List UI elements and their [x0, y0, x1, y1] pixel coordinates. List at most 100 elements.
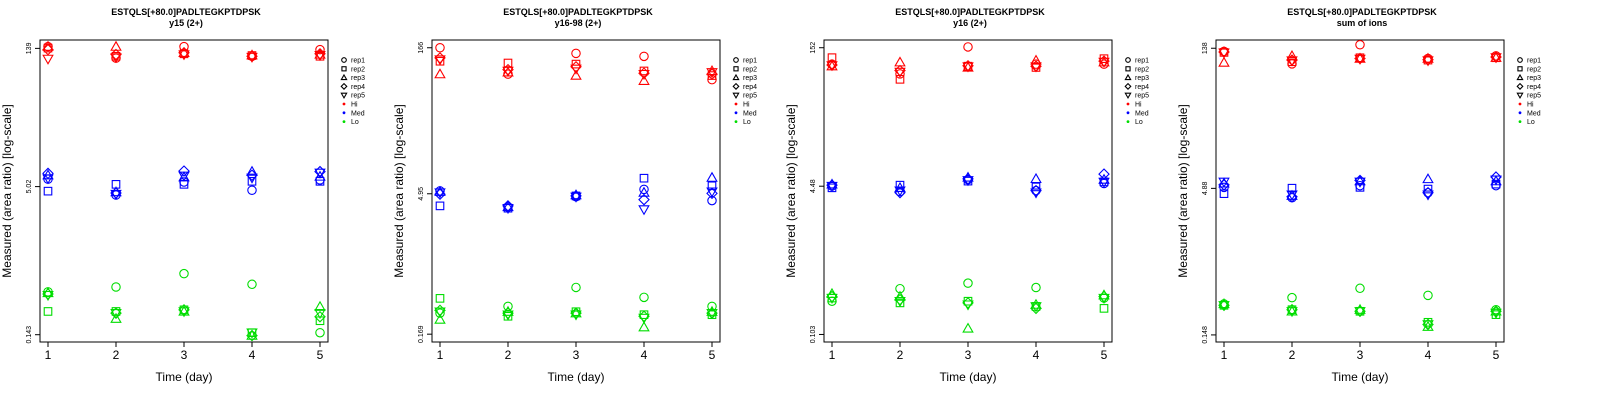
- data-point-lo-rep2: [1099, 304, 1109, 313]
- data-point-hi-rep5: [962, 62, 974, 73]
- data-point-med-rep5: [1030, 188, 1042, 199]
- data-point-lo-rep5: [1098, 293, 1110, 305]
- data-point-med-rep3: [1422, 173, 1434, 184]
- data-point-med-rep5: [314, 168, 326, 179]
- data-point-med-rep4: [894, 186, 906, 199]
- data-point-hi-rep3: [1354, 52, 1366, 63]
- data-point-hi-rep3: [434, 68, 446, 79]
- data-point-lo-rep5: [42, 290, 54, 302]
- legend-label-rep5: rep5: [1135, 93, 1149, 100]
- data-point-hi-rep3: [706, 65, 718, 76]
- data-point-hi-rep3: [1422, 52, 1434, 63]
- legend-marker-rep5: [1516, 92, 1524, 99]
- legend-label-rep3: rep3: [351, 75, 365, 82]
- legend-dot-med: [1518, 111, 1522, 115]
- data-point-lo-rep5: [1286, 307, 1298, 318]
- data-point-lo-rep1: [315, 327, 325, 338]
- legend-dot-hi: [1126, 102, 1130, 106]
- data-point-hi-rep5: [1030, 62, 1042, 73]
- data-point-med-rep5: [110, 189, 122, 200]
- data-point-med-rep2: [1491, 179, 1501, 189]
- legend-label-med: Med: [351, 110, 365, 117]
- data-point-med-rep2: [895, 180, 905, 190]
- legend-label-lo: Lo: [1135, 119, 1143, 126]
- data-point-med-rep5: [570, 192, 582, 203]
- x-tick-label: 5: [1493, 348, 1500, 362]
- legend-label-rep2: rep2: [1527, 66, 1541, 73]
- data-point-lo-rep5: [178, 307, 190, 318]
- data-point-lo-rep4: [1030, 302, 1042, 315]
- legend-label-lo: Lo: [1527, 119, 1535, 126]
- data-point-med-rep3: [110, 186, 122, 197]
- x-tick-label: 4: [1425, 348, 1432, 362]
- legend-dot-lo: [734, 120, 738, 123]
- data-point-med-rep5: [1422, 190, 1434, 201]
- legend-label-lo: Lo: [743, 119, 751, 126]
- y-tick-label: 4.95: [418, 187, 425, 201]
- data-point-lo-rep3: [246, 329, 258, 340]
- x-tick-label: 5: [1101, 348, 1108, 362]
- legend-marker-rep1: [1517, 57, 1523, 63]
- data-point-med-rep5: [962, 176, 974, 187]
- legend-label-rep3: rep3: [1135, 75, 1149, 82]
- y-tick-label: 0.143: [26, 326, 33, 344]
- legend-dot-hi: [342, 102, 346, 106]
- data-point-hi-rep1: [315, 44, 325, 55]
- data-point-hi-rep5: [706, 68, 718, 79]
- data-point-lo-rep3: [826, 287, 838, 298]
- legend-dot-med: [342, 111, 346, 115]
- data-point-lo-rep5: [1422, 320, 1434, 331]
- data-point-med-rep3: [1030, 172, 1042, 184]
- data-point-hi-rep5: [178, 50, 190, 61]
- data-point-lo-rep2: [43, 307, 53, 316]
- data-point-hi-rep1: [963, 42, 973, 52]
- chart-subtitle: y16 (2+): [953, 18, 987, 28]
- data-point-hi-rep4: [314, 47, 326, 60]
- data-point-med-rep2: [639, 173, 649, 183]
- data-point-hi-rep3: [638, 74, 650, 85]
- data-point-hi-rep5: [826, 61, 838, 72]
- legend-dot-hi: [1518, 102, 1522, 106]
- legend-dot-hi: [734, 102, 738, 106]
- data-point-lo-rep1: [571, 282, 581, 293]
- x-tick-label: 3: [573, 348, 580, 362]
- data-point-lo-rep1: [1287, 292, 1297, 303]
- data-point-hi-rep5: [570, 64, 582, 75]
- data-point-lo-rep1: [1355, 283, 1365, 294]
- data-point-med-rep4: [42, 167, 54, 180]
- legend-dot-lo: [1518, 120, 1522, 123]
- data-point-med-rep1: [247, 185, 257, 195]
- data-point-lo-rep5: [894, 297, 906, 308]
- data-point-hi-rep5: [638, 69, 650, 81]
- legend-label-rep1: rep1: [743, 58, 757, 65]
- data-points: [1218, 40, 1502, 331]
- x-tick-label: 4: [641, 348, 648, 362]
- legend-dot-lo: [1126, 120, 1130, 123]
- y-axis-label: Measured (area ratio) [log-scale]: [0, 104, 14, 277]
- y-axis-label: Measured (area ratio) [log-scale]: [784, 104, 798, 277]
- x-tick-label: 5: [317, 348, 324, 362]
- data-point-hi-rep1: [1355, 40, 1365, 50]
- data-point-med-rep2: [1423, 184, 1433, 194]
- data-point-hi-rep5: [434, 55, 446, 66]
- data-point-hi-rep3: [1286, 49, 1298, 61]
- data-point-lo-rep5: [1218, 301, 1230, 312]
- data-point-hi-rep1: [435, 42, 445, 53]
- data-point-hi-rep3: [1030, 54, 1042, 65]
- data-point-hi-rep3: [178, 46, 190, 57]
- legend-label-med: Med: [1527, 110, 1541, 117]
- x-axis-label: Time (day): [156, 370, 213, 384]
- data-point-hi-rep1: [639, 51, 649, 62]
- data-point-med-rep5: [1490, 175, 1502, 186]
- chart-title: ESTQLS[+80.0]PADLTEGKPTDPSK: [503, 7, 653, 17]
- legend-dot-med: [734, 111, 738, 115]
- data-point-hi-rep5: [1286, 56, 1298, 67]
- legend-marker-rep3: [732, 73, 740, 81]
- data-point-hi-rep5: [1422, 56, 1434, 67]
- data-point-med-rep2: [1355, 183, 1365, 192]
- legend-marker-rep5: [340, 92, 348, 99]
